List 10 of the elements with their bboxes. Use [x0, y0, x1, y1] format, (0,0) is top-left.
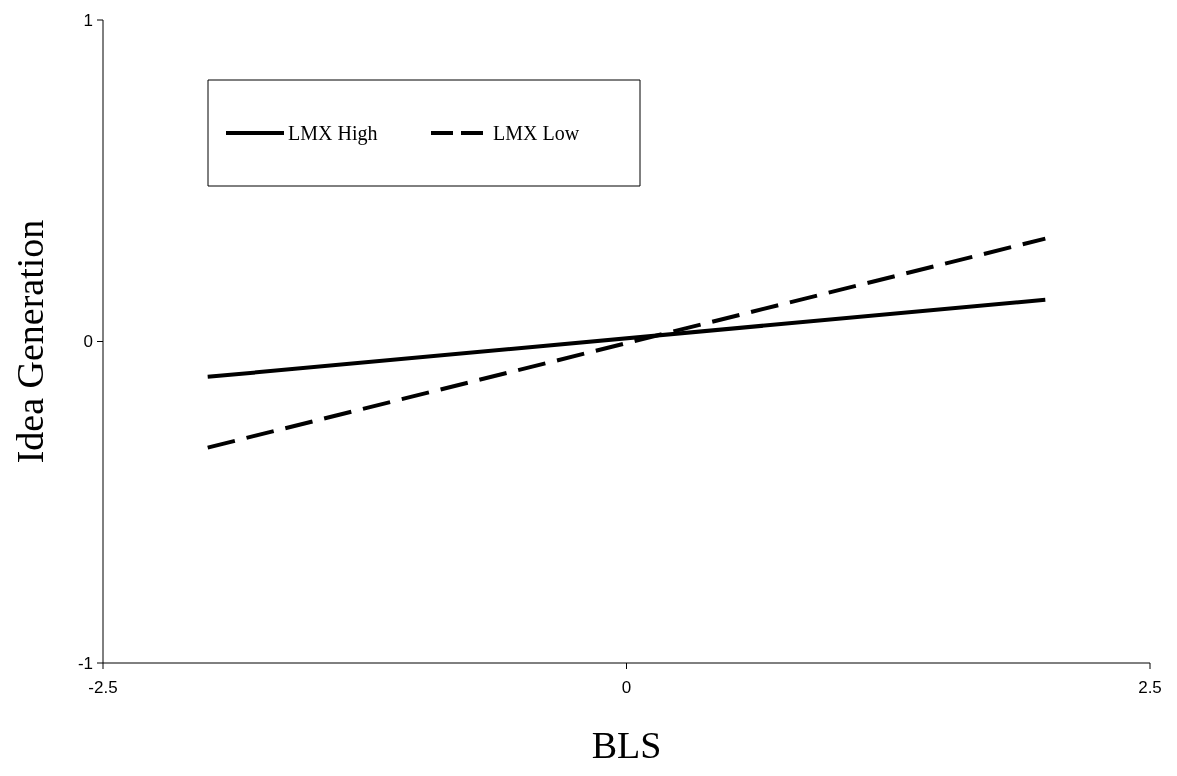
- x-tick-label: 2.5: [1138, 678, 1162, 697]
- legend-label: LMX High: [288, 122, 378, 145]
- y-axis-title: Idea Generation: [9, 219, 51, 464]
- y-tick-label: 1: [83, 10, 93, 30]
- y-tick-label: -1: [77, 653, 93, 673]
- y-tick-label: 0: [83, 332, 93, 352]
- x-axis-title: BLS: [591, 724, 662, 766]
- x-tick-label: -2.5: [88, 678, 118, 697]
- x-tick-label: 0: [621, 678, 632, 697]
- legend-label: LMX Low: [493, 122, 580, 144]
